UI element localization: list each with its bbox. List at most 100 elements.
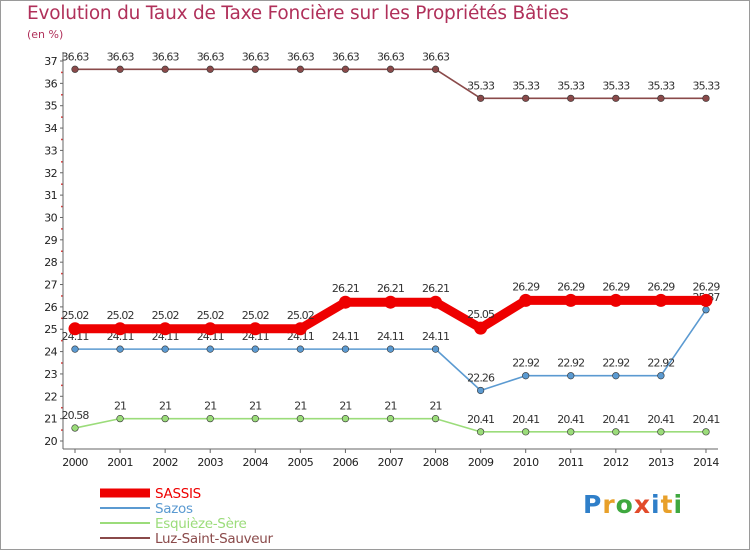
data-point bbox=[251, 415, 259, 423]
data-point bbox=[429, 295, 443, 309]
data-point bbox=[474, 321, 488, 335]
data-label: 21 bbox=[159, 400, 171, 413]
data-label: 35.33 bbox=[692, 79, 720, 92]
data-point bbox=[522, 428, 530, 436]
data-point bbox=[612, 428, 620, 436]
data-label: 24.11 bbox=[107, 330, 134, 343]
logo-letter: r bbox=[602, 490, 616, 519]
data-point bbox=[71, 345, 79, 353]
series-esqui-ze-s-re: 20.58 21 21 21 21 21 21 21 21 20.41 20.41 20.41 20.4… bbox=[62, 400, 720, 436]
y-minor-dot bbox=[61, 272, 63, 275]
logo-letter: t bbox=[660, 490, 674, 519]
y-tick-label: 25 bbox=[44, 323, 57, 336]
y-minor-dot bbox=[61, 116, 63, 118]
data-label: 24.11 bbox=[152, 330, 179, 343]
data-label: 26.21 bbox=[422, 282, 449, 295]
y-tick-label: 22 bbox=[44, 390, 57, 403]
data-label: 35.33 bbox=[602, 79, 630, 92]
data-point bbox=[161, 415, 169, 423]
data-point bbox=[116, 415, 124, 423]
y-minor-dot bbox=[61, 317, 63, 320]
data-point bbox=[522, 372, 530, 380]
x-tick-label: 2014 bbox=[693, 456, 719, 469]
y-minor-dot bbox=[61, 228, 63, 230]
data-label: 26.29 bbox=[647, 280, 675, 293]
data-point bbox=[71, 65, 79, 73]
data-label: 26.21 bbox=[377, 282, 404, 295]
data-label: 24.11 bbox=[242, 330, 269, 343]
chart-title: Evolution du Taux de Taxe Foncière sur l… bbox=[27, 3, 569, 24]
y-tick-label: 20 bbox=[44, 435, 57, 448]
data-label: 21 bbox=[384, 400, 396, 413]
data-point bbox=[203, 322, 217, 336]
data-point bbox=[296, 415, 304, 423]
legend-label: Esquièze-Sère bbox=[155, 516, 247, 532]
y-tick-label: 29 bbox=[44, 234, 57, 247]
data-point bbox=[386, 415, 395, 423]
data-label: 20.41 bbox=[467, 413, 494, 426]
data-point bbox=[71, 424, 79, 432]
data-point bbox=[341, 415, 350, 423]
data-label: 36.63 bbox=[377, 50, 405, 63]
data-point bbox=[431, 65, 440, 73]
data-point bbox=[612, 94, 620, 102]
data-label: 36.63 bbox=[197, 50, 225, 63]
x-tick-label: 2001 bbox=[107, 456, 133, 469]
data-label: 35.33 bbox=[647, 79, 675, 92]
y-tick-label: 32 bbox=[44, 167, 57, 180]
logo-letter: x bbox=[633, 490, 651, 519]
data-point bbox=[293, 322, 307, 336]
y-minor-dot bbox=[61, 71, 63, 74]
logo-letter: i bbox=[673, 490, 684, 519]
data-label: 22.92 bbox=[647, 357, 674, 370]
y-minor-dot bbox=[61, 384, 63, 387]
data-label: 24.11 bbox=[197, 330, 224, 343]
data-point bbox=[567, 94, 575, 102]
y-tick-label: 28 bbox=[44, 256, 57, 269]
data-point bbox=[386, 65, 395, 73]
data-label: 21 bbox=[249, 400, 261, 413]
y-tick-label: 27 bbox=[44, 279, 57, 292]
data-point bbox=[657, 428, 665, 436]
data-label: 20.41 bbox=[512, 413, 539, 426]
data-point bbox=[657, 372, 665, 380]
logo-letter: P bbox=[583, 490, 603, 519]
data-point bbox=[161, 345, 169, 353]
x-tick-label: 2003 bbox=[197, 456, 223, 469]
series-luz-saint-sauveur: 36.63 36.63 36.63 36.63 36.63 36.63 36.63 36.63… bbox=[62, 50, 721, 102]
x-tick-label: 2013 bbox=[648, 456, 674, 469]
data-point bbox=[248, 322, 262, 336]
data-point bbox=[161, 65, 169, 73]
data-point bbox=[158, 322, 172, 336]
data-label: 25.02 bbox=[242, 309, 269, 322]
x-tick-label: 2002 bbox=[152, 456, 178, 469]
data-point bbox=[477, 94, 485, 102]
data-label: 20.41 bbox=[557, 413, 584, 426]
data-label: 25.05 bbox=[467, 308, 495, 321]
legend-entry: Sazos bbox=[100, 501, 193, 517]
y-tick-label: 24 bbox=[44, 346, 57, 359]
data-label: 26.29 bbox=[557, 280, 585, 293]
data-point bbox=[612, 372, 620, 380]
data-label: 26.29 bbox=[602, 280, 630, 293]
y-tick-label: 31 bbox=[44, 189, 57, 202]
y-tick-label: 34 bbox=[44, 122, 57, 135]
data-label: 25.02 bbox=[197, 309, 224, 322]
y-tick-label: 33 bbox=[44, 144, 57, 157]
data-point bbox=[702, 428, 710, 436]
data-label: 24.11 bbox=[287, 330, 314, 343]
data-label: 35.33 bbox=[467, 79, 495, 92]
data-label: 24.11 bbox=[332, 330, 359, 343]
series-layer: 36.63 36.63 36.63 36.63 36.63 36.63 36.63 36.63… bbox=[62, 50, 721, 436]
x-tick-label: 2008 bbox=[423, 456, 449, 469]
y-minor-dot bbox=[61, 250, 63, 252]
y-minor-dot bbox=[61, 183, 63, 185]
data-label: 25.02 bbox=[287, 309, 314, 322]
data-label: 36.63 bbox=[422, 50, 450, 63]
data-point bbox=[251, 345, 259, 353]
data-label: 26.29 bbox=[692, 280, 720, 293]
data-point bbox=[68, 322, 82, 336]
x-tick-label: 2006 bbox=[333, 456, 359, 469]
y-minor-dot bbox=[61, 339, 63, 342]
